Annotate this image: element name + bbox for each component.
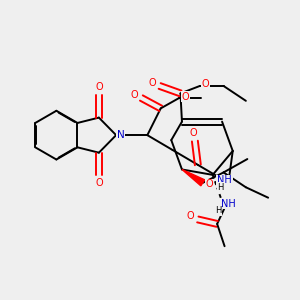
Text: O: O bbox=[95, 82, 103, 92]
Polygon shape bbox=[182, 169, 205, 186]
Text: O: O bbox=[206, 179, 213, 189]
Text: O: O bbox=[95, 178, 103, 188]
Text: O: O bbox=[182, 92, 190, 101]
Text: O: O bbox=[130, 90, 138, 100]
Text: O: O bbox=[190, 128, 197, 138]
Text: H: H bbox=[215, 206, 221, 215]
Text: NH: NH bbox=[221, 199, 236, 209]
Text: O: O bbox=[202, 79, 209, 88]
Text: O: O bbox=[148, 78, 156, 88]
Text: H: H bbox=[218, 183, 224, 192]
Text: N: N bbox=[117, 130, 124, 140]
Text: NH: NH bbox=[217, 175, 232, 185]
Text: O: O bbox=[187, 212, 194, 221]
